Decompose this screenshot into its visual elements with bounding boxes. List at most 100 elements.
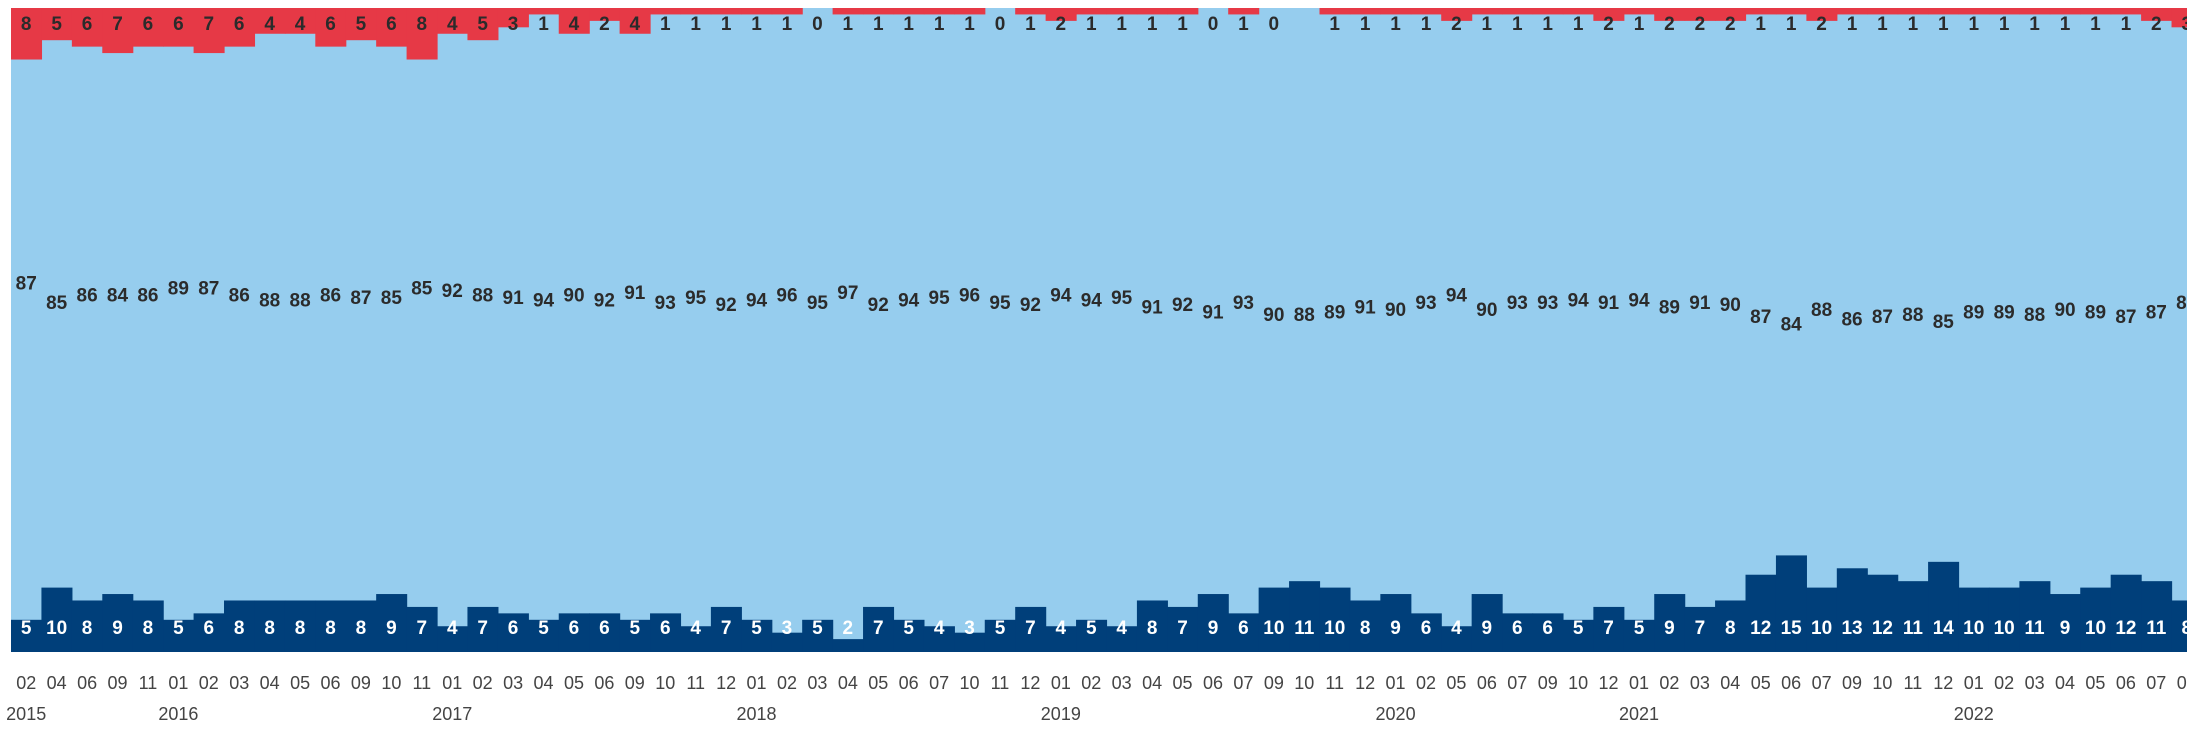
- data-label-top: 4: [630, 14, 641, 35]
- x-tick-month: 04: [1720, 673, 1740, 693]
- data-label-bottom: 8: [1147, 618, 1158, 639]
- data-label-middle: 94: [1446, 286, 1468, 307]
- bar-bottom-series: [680, 626, 712, 652]
- x-tick-month: 03: [229, 673, 249, 693]
- data-label-top: 4: [264, 14, 275, 35]
- data-label-bottom: 4: [690, 618, 701, 639]
- data-label-bottom: 4: [934, 618, 945, 639]
- data-label-middle: 87: [1750, 307, 1771, 328]
- x-tick-month: 03: [1112, 673, 1132, 693]
- bar-bottom-series: [741, 619, 773, 652]
- data-label-top: 0: [812, 14, 823, 35]
- data-label-middle: 86: [137, 286, 158, 307]
- data-label-bottom: 5: [630, 618, 641, 639]
- x-tick-month: 11: [1904, 673, 1923, 693]
- data-label-bottom: 5: [812, 618, 823, 639]
- data-label-bottom: 10: [1811, 618, 1832, 639]
- data-label-middle: 86: [1841, 310, 1862, 331]
- data-label-bottom: 3: [964, 618, 975, 639]
- data-label-middle: 89: [2176, 293, 2187, 314]
- data-label-bottom: 7: [1695, 618, 1706, 639]
- bar-bottom-series: [1015, 606, 1047, 652]
- bar-bottom-series: [984, 619, 1016, 652]
- bar-top-series: [1623, 8, 1655, 15]
- data-label-top: 1: [1634, 14, 1645, 35]
- data-label-top: 1: [2029, 14, 2040, 35]
- data-label-top: 1: [1482, 14, 1493, 35]
- bar-bottom-series: [771, 632, 803, 652]
- data-label-middle: 88: [259, 290, 280, 311]
- x-tick-month: 04: [2055, 673, 2075, 693]
- x-tick-month: 02: [16, 673, 36, 693]
- data-label-middle: 96: [959, 286, 980, 307]
- data-label-middle: 88: [290, 290, 311, 311]
- x-tick-month: 12: [1355, 673, 1375, 693]
- x-tick-month: 10: [381, 673, 401, 693]
- data-label-middle: 95: [1111, 288, 1133, 309]
- x-tick-month: 10: [1872, 673, 1892, 693]
- data-label-top: 1: [2121, 14, 2132, 35]
- data-label-bottom: 11: [2146, 618, 2167, 639]
- chart-bars: [11, 8, 2187, 652]
- bar-bottom-series: [1806, 587, 1838, 652]
- bar-top-series: [1958, 8, 1990, 15]
- data-label-bottom: 11: [1294, 618, 1315, 639]
- bar-top-series: [832, 8, 864, 15]
- x-tick-year: 2020: [1376, 704, 1416, 724]
- bar-top-series: [771, 8, 803, 15]
- bar-bottom-series: [1289, 581, 1321, 652]
- bar-top-series: [1502, 8, 1534, 15]
- x-tick-month: 06: [1203, 673, 1223, 693]
- x-tick-month: 09: [351, 673, 371, 693]
- x-tick-month: 01: [1051, 673, 1071, 693]
- data-label-top: 1: [782, 14, 793, 35]
- data-label-middle: 91: [1689, 293, 1711, 314]
- bar-bottom-series: [710, 606, 742, 652]
- bar-bottom-series: [893, 619, 925, 652]
- data-label-middle: 91: [1202, 302, 1224, 323]
- data-label-middle: 88: [1294, 305, 1315, 326]
- data-label-bottom: 7: [721, 618, 732, 639]
- data-label-bottom: 11: [2025, 618, 2046, 639]
- x-tick-month: 09: [1538, 673, 1558, 693]
- data-label-bottom: 10: [1963, 618, 1984, 639]
- data-label-top: 1: [1512, 14, 1523, 35]
- data-label-top: 4: [295, 14, 306, 35]
- x-tick-month: 09: [625, 673, 645, 693]
- data-label-bottom: 7: [417, 618, 428, 639]
- bar-top-series: [254, 8, 286, 34]
- data-label-bottom: 13: [1841, 618, 1862, 639]
- bar-bottom-series: [558, 613, 590, 652]
- bar-top-series: [1532, 8, 1564, 15]
- bar-bottom-series: [2141, 581, 2173, 652]
- data-label-bottom: 5: [751, 618, 762, 639]
- x-tick-month: 02: [1659, 673, 1679, 693]
- bar-top-series: [2171, 8, 2187, 28]
- bar-bottom-series: [1715, 600, 1747, 652]
- bar-bottom-series: [406, 606, 438, 652]
- bar-bottom-series: [1441, 626, 1473, 652]
- bar-top-series: [376, 8, 408, 47]
- bar-top-series: [1136, 8, 1168, 15]
- data-label-middle: 89: [2085, 302, 2106, 323]
- bar-top-series: [1684, 8, 1716, 21]
- data-label-top: 1: [1238, 14, 1249, 35]
- data-label-middle: 92: [1172, 295, 1193, 316]
- bar-top-series: [1380, 8, 1412, 15]
- data-label-middle: 94: [1081, 290, 1103, 311]
- data-label-top: 1: [1177, 14, 1188, 35]
- x-tick-year: 2019: [1041, 704, 1081, 724]
- data-label-top: 1: [873, 14, 884, 35]
- data-label-bottom: 9: [1390, 618, 1401, 639]
- bar-bottom-series: [650, 613, 682, 652]
- x-tick-month: 09: [107, 673, 127, 693]
- data-label-middle: 91: [503, 288, 525, 309]
- x-tick-month: 10: [1294, 673, 1314, 693]
- data-label-bottom: 8: [1725, 618, 1736, 639]
- bar-bottom-series: [1228, 613, 1260, 652]
- data-label-bottom: 6: [1512, 618, 1523, 639]
- data-label-top: 1: [721, 14, 732, 35]
- bar-top-series: [1593, 8, 1625, 21]
- bar-top-series: [741, 8, 773, 15]
